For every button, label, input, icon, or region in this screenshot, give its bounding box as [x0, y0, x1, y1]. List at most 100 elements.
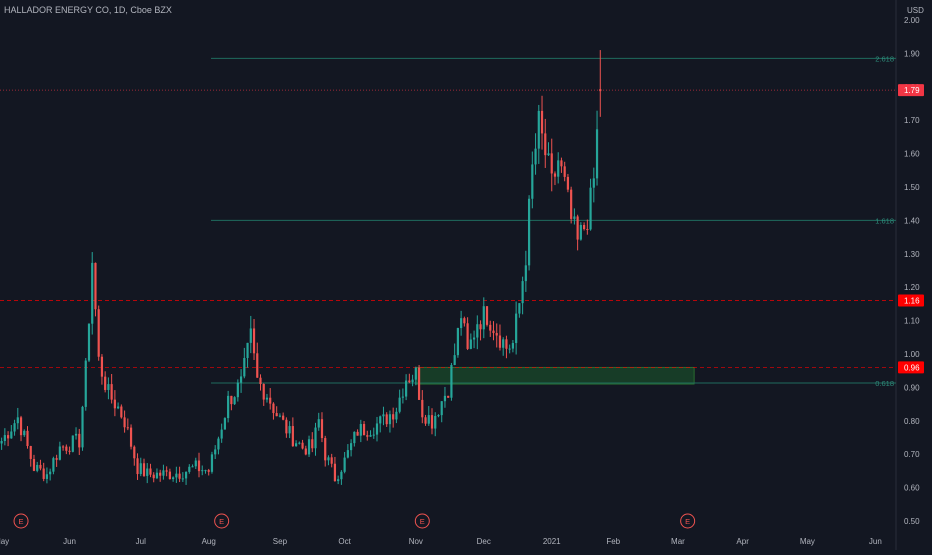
candle-body[interactable]: [595, 129, 599, 179]
candle-body[interactable]: [385, 414, 388, 425]
candle-body[interactable]: [563, 166, 566, 177]
candle-body[interactable]: [210, 454, 214, 472]
candle-body[interactable]: [230, 395, 233, 405]
candle-body[interactable]: [207, 470, 210, 472]
candle-body[interactable]: [194, 460, 197, 467]
earnings-marker[interactable]: [13, 513, 29, 529]
candle-body[interactable]: [356, 431, 359, 436]
candle-body[interactable]: [162, 470, 165, 476]
candle-body[interactable]: [188, 466, 191, 472]
candle-body[interactable]: [129, 427, 133, 447]
candle-body[interactable]: [65, 446, 68, 451]
candle-body[interactable]: [557, 160, 560, 177]
candle-body[interactable]: [472, 337, 476, 340]
candle-body[interactable]: [398, 397, 401, 412]
candle-body[interactable]: [149, 468, 152, 475]
candle-body[interactable]: [350, 443, 353, 451]
candle-body[interactable]: [265, 397, 269, 400]
candle-body[interactable]: [599, 89, 602, 92]
candle-body[interactable]: [298, 442, 301, 444]
candle-body[interactable]: [362, 424, 366, 436]
candle-body[interactable]: [411, 379, 414, 383]
candle-body[interactable]: [466, 323, 469, 349]
candle-body[interactable]: [579, 224, 582, 240]
candle-body[interactable]: [330, 457, 333, 464]
candle-body[interactable]: [460, 318, 463, 329]
earnings-marker[interactable]: [214, 513, 230, 529]
candle-body[interactable]: [327, 457, 330, 461]
candle-body[interactable]: [450, 365, 453, 398]
candle-body[interactable]: [87, 323, 91, 361]
candle-body[interactable]: [476, 324, 479, 338]
candle-body[interactable]: [573, 216, 576, 219]
earnings-marker[interactable]: [414, 513, 430, 529]
candle-body[interactable]: [537, 110, 540, 149]
candle-body[interactable]: [498, 335, 502, 348]
candle-body[interactable]: [178, 473, 181, 479]
candle-body[interactable]: [142, 463, 146, 476]
candle-body[interactable]: [566, 176, 570, 190]
candle-body[interactable]: [13, 423, 16, 432]
candle-body[interactable]: [492, 330, 495, 334]
candle-body[interactable]: [285, 419, 288, 434]
candle-body[interactable]: [388, 414, 392, 425]
candle-body[interactable]: [256, 353, 259, 378]
candle-body[interactable]: [515, 313, 518, 344]
candle-body[interactable]: [259, 377, 262, 385]
candle-body[interactable]: [3, 435, 6, 442]
candle-body[interactable]: [434, 415, 437, 429]
candle-body[interactable]: [104, 376, 107, 390]
candle-body[interactable]: [42, 468, 45, 479]
candle-body[interactable]: [366, 435, 369, 437]
earnings-marker[interactable]: [680, 513, 696, 529]
candle-body[interactable]: [405, 380, 408, 397]
candle-body[interactable]: [304, 448, 307, 455]
candle-body[interactable]: [36, 464, 39, 471]
candle-body[interactable]: [291, 426, 294, 447]
candle-body[interactable]: [440, 401, 443, 416]
candle-body[interactable]: [168, 471, 171, 480]
candle-body[interactable]: [482, 306, 485, 330]
candle-body[interactable]: [71, 435, 74, 452]
candle-body[interactable]: [120, 406, 123, 418]
candle-body[interactable]: [278, 415, 282, 417]
candle-body[interactable]: [10, 431, 13, 439]
candle-body[interactable]: [126, 427, 129, 429]
candle-body[interactable]: [408, 380, 411, 383]
candle-body[interactable]: [26, 430, 29, 447]
candle-body[interactable]: [97, 309, 100, 357]
candle-body[interactable]: [395, 411, 398, 420]
candle-body[interactable]: [453, 355, 456, 366]
candle-body[interactable]: [39, 464, 42, 469]
candle-body[interactable]: [23, 430, 26, 436]
candle-body[interactable]: [379, 416, 382, 424]
candle-body[interactable]: [243, 357, 246, 377]
candle-body[interactable]: [45, 474, 49, 479]
candle-body[interactable]: [78, 433, 81, 448]
candle-body[interactable]: [239, 376, 243, 383]
candle-body[interactable]: [68, 450, 71, 452]
candle-body[interactable]: [220, 429, 223, 439]
candle-body[interactable]: [544, 133, 547, 156]
candle-body[interactable]: [159, 472, 162, 476]
candle-body[interactable]: [246, 342, 249, 358]
candle-body[interactable]: [343, 457, 346, 472]
candle-body[interactable]: [550, 153, 553, 174]
candle-body[interactable]: [424, 417, 427, 424]
candle-body[interactable]: [32, 458, 36, 471]
candle-body[interactable]: [123, 417, 126, 428]
candle-body[interactable]: [586, 229, 589, 231]
candle-body[interactable]: [204, 470, 207, 472]
candle-body[interactable]: [576, 216, 579, 240]
candle-body[interactable]: [495, 333, 498, 336]
candle-body[interactable]: [447, 395, 450, 398]
candle-body[interactable]: [52, 458, 55, 472]
candle-body[interactable]: [340, 471, 343, 480]
support-zone[interactable]: [415, 366, 695, 385]
candle-body[interactable]: [311, 439, 314, 449]
candle-body[interactable]: [505, 339, 508, 349]
candle-body[interactable]: [485, 306, 489, 325]
candle-body[interactable]: [165, 470, 168, 472]
candle-body[interactable]: [560, 160, 563, 167]
